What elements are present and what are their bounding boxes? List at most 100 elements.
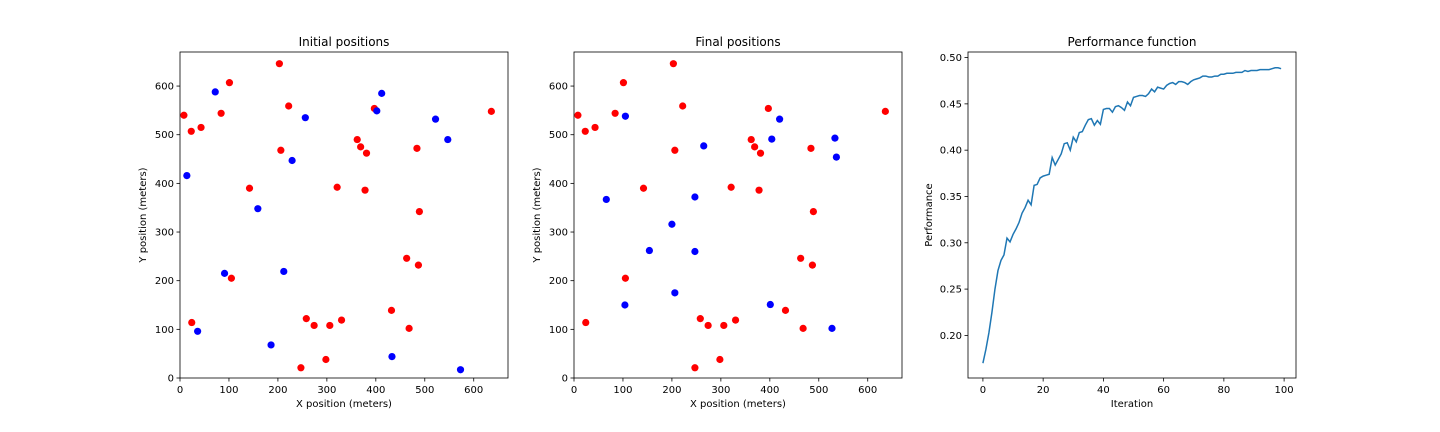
y-axis-label: Y position (meters) [138, 167, 149, 263]
data-point [720, 321, 728, 330]
data-point [194, 327, 202, 335]
data-point [188, 318, 196, 327]
y-axis-label: Performance [924, 183, 935, 246]
data-point [751, 143, 759, 151]
y-tick-label: 0.30 [940, 238, 962, 249]
data-point [288, 156, 296, 165]
x-tick-label: 200 [268, 385, 287, 396]
x-tick-label: 20 [1037, 385, 1050, 396]
x-tick-label: 100 [613, 385, 632, 396]
y-tick-label: 0.20 [940, 331, 962, 342]
data-point [808, 261, 817, 269]
y-tick-label: 0.40 [940, 146, 962, 157]
y-tick-label: 0 [562, 374, 568, 385]
data-point [280, 267, 288, 276]
data-point [302, 315, 310, 323]
x-tick-label: 60 [1157, 385, 1170, 396]
data-point [456, 366, 465, 374]
data-point [797, 254, 805, 262]
chart-panel-1: Initial positions 0 100 200 300 400 500 600 0 100… [138, 35, 509, 410]
data-point [333, 183, 341, 191]
data-point [297, 364, 305, 372]
data-point [591, 123, 599, 132]
data-point [582, 318, 590, 327]
data-point [704, 321, 712, 330]
data-point [776, 115, 784, 123]
data-point [337, 316, 346, 324]
data-point [322, 355, 330, 364]
data-point [310, 321, 318, 330]
data-point [414, 261, 423, 269]
data-point [487, 107, 495, 115]
data-point [831, 134, 839, 142]
data-point [621, 274, 630, 282]
data-point [353, 135, 361, 144]
data-point [768, 135, 776, 143]
data-point [669, 60, 677, 68]
y-tick-label: 0 [168, 374, 174, 385]
x-tick-label: 0 [980, 385, 986, 396]
data-point [431, 115, 440, 123]
y-tick-label: 200 [549, 276, 568, 287]
data-point [668, 220, 676, 228]
plot-area-frame [179, 51, 509, 379]
data-point [444, 135, 452, 144]
y-tick-label: 400 [549, 179, 568, 190]
data-point [373, 107, 381, 115]
y-tick-label: 500 [155, 130, 174, 141]
data-point [781, 306, 790, 314]
data-point [387, 306, 396, 314]
x-tick-label: 200 [662, 385, 681, 396]
x-tick-label: 300 [317, 385, 336, 396]
data-point [716, 355, 724, 364]
chart-panel-2: Final positions 0 100 200 300 400 500 600 0 100 20… [532, 35, 903, 410]
data-point [727, 183, 735, 191]
data-point [225, 79, 234, 87]
data-point [180, 111, 188, 119]
data-point [621, 301, 629, 309]
y-tick-label: 300 [549, 228, 568, 239]
x-tick-label: 600 [858, 385, 877, 396]
plot-area-frame [573, 51, 903, 379]
x-tick-label: 40 [1097, 385, 1110, 396]
data-point [413, 144, 421, 152]
data-point [277, 146, 285, 154]
data-point [700, 142, 708, 150]
data-point [245, 184, 254, 192]
data-point [731, 316, 740, 324]
data-point [671, 146, 679, 154]
data-point [187, 127, 195, 135]
data-point [197, 123, 205, 132]
x-axis-label: X position (meters) [296, 399, 392, 410]
data-point [403, 254, 411, 262]
x-axis-label: X position (meters) [690, 399, 786, 410]
x-tick-label: 100 [1275, 385, 1294, 396]
data-point [691, 247, 699, 256]
data-point [415, 207, 423, 216]
data-point [881, 107, 889, 115]
data-point [361, 186, 369, 194]
y-tick-label: 100 [549, 325, 568, 336]
data-point [357, 143, 365, 151]
data-point [696, 315, 704, 323]
data-point [362, 149, 371, 157]
data-point [227, 274, 236, 282]
data-point [691, 193, 699, 201]
data-point [671, 289, 679, 297]
y-tick-label: 500 [549, 130, 568, 141]
data-point [217, 109, 225, 117]
data-point [799, 324, 807, 332]
y-tick-label: 600 [549, 82, 568, 93]
y-tick-label: 0.50 [940, 53, 962, 64]
chart-panel-3: Performance function 0 20 40 60 80 100 0.20 0.25… [924, 35, 1297, 410]
x-tick-label: 100 [219, 385, 238, 396]
x-tick-label: 600 [464, 385, 483, 396]
data-point [645, 246, 653, 255]
y-tick-label: 0.45 [940, 99, 962, 110]
data-point [828, 324, 836, 332]
data-point [602, 195, 610, 204]
x-tick-label: 80 [1217, 385, 1230, 396]
y-tick-label: 600 [155, 82, 174, 93]
data-point [388, 352, 396, 361]
